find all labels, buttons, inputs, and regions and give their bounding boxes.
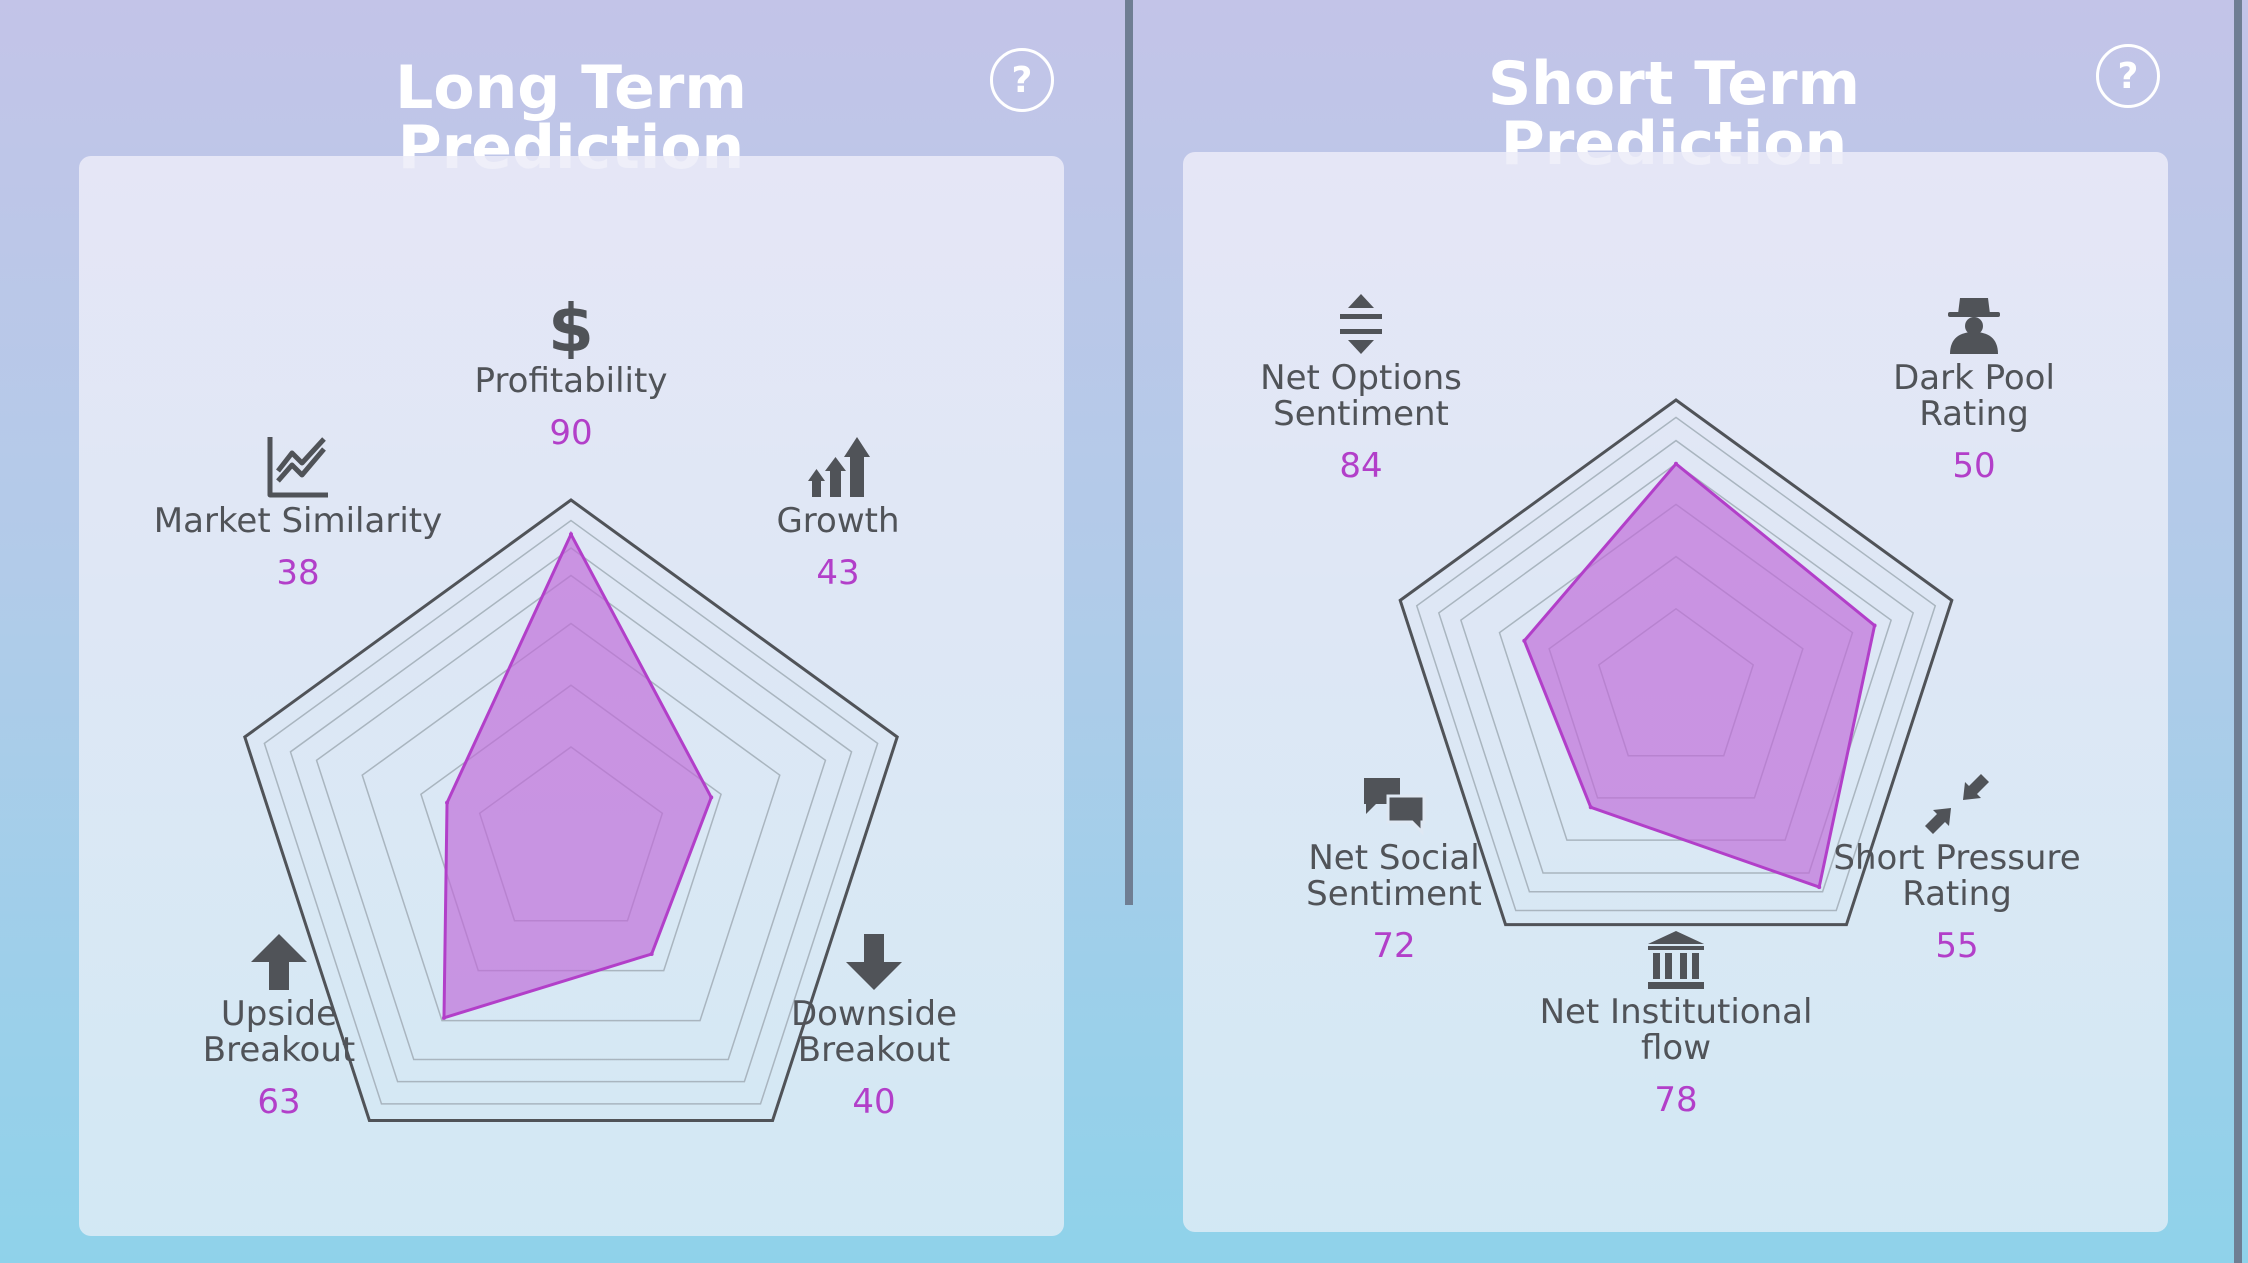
axis-value: 78 bbox=[1654, 1080, 1698, 1120]
axis-profitability: $ Profitability 90 bbox=[391, 295, 751, 453]
axis-value: 38 bbox=[276, 553, 320, 593]
spy-icon bbox=[1948, 298, 2000, 354]
line-chart-icon bbox=[267, 437, 328, 498]
grid-ring bbox=[1415, 416, 1937, 912]
axis-value: 63 bbox=[257, 1082, 301, 1122]
axis-value: 43 bbox=[816, 553, 860, 593]
data-point bbox=[1872, 623, 1877, 628]
axis-label: Growth bbox=[776, 501, 900, 541]
axis-short-pressure-rating: Short Pressure Rating 55 bbox=[1777, 772, 2137, 966]
panel-divider-left bbox=[1125, 0, 1133, 905]
expand-vertical-icon bbox=[1340, 294, 1382, 354]
data-point bbox=[1522, 638, 1527, 643]
data-point bbox=[1674, 461, 1678, 466]
axis-downside-breakout: Downside Breakout 40 bbox=[694, 932, 1054, 1122]
data-point bbox=[1588, 805, 1593, 810]
axis-value: 50 bbox=[1952, 446, 1996, 486]
axis-value: 40 bbox=[852, 1082, 896, 1122]
long-term-help-button[interactable]: ? bbox=[990, 48, 1054, 112]
axis-value: 84 bbox=[1339, 446, 1383, 486]
data-point bbox=[709, 795, 714, 800]
compress-arrows-icon bbox=[1925, 774, 1989, 834]
data-point bbox=[441, 1015, 446, 1020]
grid-ring bbox=[1459, 462, 1893, 874]
axis-label: Market Similarity bbox=[153, 501, 443, 541]
grid-ring bbox=[263, 519, 879, 1105]
axis-label: Net Institutional flow bbox=[1539, 992, 1813, 1068]
grid-ring bbox=[1437, 439, 1915, 893]
axis-net-institutional-flow: Net Institutional flow 78 bbox=[1496, 930, 1856, 1120]
panel-divider-right bbox=[2234, 0, 2242, 1263]
dollar-icon: $ bbox=[548, 295, 594, 359]
axis-label: Net Options Sentiment bbox=[1260, 358, 1462, 434]
short-term-help-button[interactable]: ? bbox=[2096, 44, 2160, 108]
axis-label: Short Pressure Rating bbox=[1833, 838, 2081, 914]
data-point bbox=[445, 800, 450, 805]
axis-dark-pool-rating: Dark Pool Rating 50 bbox=[1794, 292, 2154, 486]
growth-bars-icon bbox=[808, 437, 870, 497]
axis-value: 90 bbox=[549, 413, 593, 453]
axis-label: Dark Pool Rating bbox=[1893, 358, 2055, 434]
axis-label: Net Social Sentiment bbox=[1306, 838, 1482, 914]
data-point bbox=[649, 951, 654, 956]
axis-net-social-sentiment: Net Social Sentiment 72 bbox=[1214, 772, 1574, 966]
svg-text:$: $ bbox=[548, 295, 594, 359]
arrow-up-icon bbox=[251, 934, 307, 990]
value-polygon bbox=[1522, 461, 1877, 890]
axis-upside-breakout: Upside Breakout 63 bbox=[99, 932, 459, 1122]
axis-value: 55 bbox=[1935, 926, 1979, 966]
grid-ring bbox=[315, 574, 827, 1061]
data-point bbox=[569, 532, 573, 537]
axis-label: Profitability bbox=[474, 361, 668, 401]
grid-ring bbox=[361, 622, 781, 1022]
grid-ring bbox=[289, 547, 853, 1083]
outer-ring bbox=[1398, 398, 1954, 927]
chat-bubbles-icon bbox=[1364, 778, 1426, 836]
axis-label: Upside Breakout bbox=[202, 994, 356, 1070]
value-polygon bbox=[442, 530, 713, 1020]
bank-icon bbox=[1648, 931, 1704, 989]
axis-label: Downside Breakout bbox=[791, 994, 957, 1070]
axis-net-options-sentiment: Net Options Sentiment 84 bbox=[1181, 292, 1541, 486]
arrow-down-icon bbox=[846, 934, 902, 990]
axis-growth: Growth 43 bbox=[658, 435, 1018, 593]
data-point bbox=[1817, 885, 1822, 890]
axis-market-similarity: Market Similarity 38 bbox=[118, 435, 478, 593]
outer-ring bbox=[243, 498, 899, 1122]
axis-value: 72 bbox=[1372, 926, 1416, 966]
